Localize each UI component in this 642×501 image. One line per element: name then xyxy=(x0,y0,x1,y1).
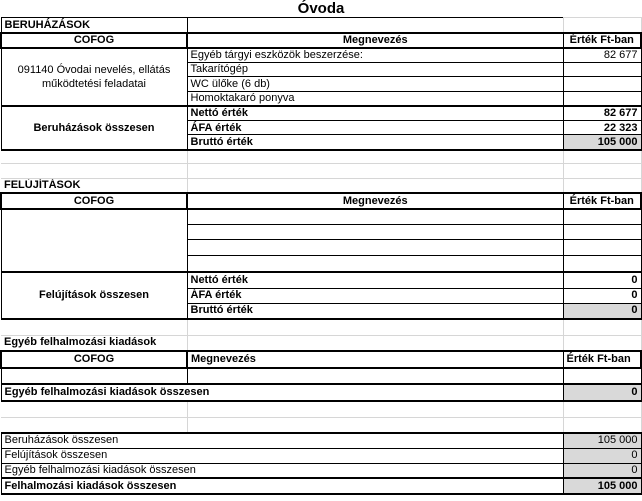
empty-cell xyxy=(563,239,642,256)
summary-grand-value: 105 000 xyxy=(563,477,642,496)
s1-item-name: Egyéb tárgyi eszközök beszerzése: xyxy=(187,47,564,64)
s1-total-group-label: Beruházások összesen xyxy=(0,104,188,151)
s2-gross-value: 0 xyxy=(563,303,642,321)
s1-header-cofog: COFOG xyxy=(0,31,188,49)
summary-grand-label: Felhalmozási kiadások összesen xyxy=(0,477,564,496)
empty-cell xyxy=(563,255,642,273)
s1-item-name: WC ülőke (6 db) xyxy=(187,76,564,93)
s1-item-name: Takarítógép xyxy=(187,62,564,78)
empty-cell xyxy=(563,401,642,418)
empty-cell xyxy=(187,255,564,273)
empty-cell xyxy=(187,368,564,385)
s3-total-value: 0 xyxy=(563,383,642,403)
s1-item-value: 82 677 xyxy=(563,47,642,64)
empty-cell xyxy=(563,178,642,194)
summary-row-value: 105 000 xyxy=(563,432,642,449)
s1-header-megnevezes: Megnevezés xyxy=(187,31,564,49)
section1-label: BERUHÁZÁSOK xyxy=(0,17,188,33)
empty-cell xyxy=(563,319,642,336)
empty-cell xyxy=(1,163,188,180)
empty-cell xyxy=(563,163,642,180)
empty-cell xyxy=(187,209,564,225)
s1-vat-value: 22 323 xyxy=(563,120,642,136)
s3-header-megnevezes: Megnevezés xyxy=(187,350,564,370)
empty-cell xyxy=(1,149,188,165)
empty-cell xyxy=(187,417,564,434)
empty-cell xyxy=(563,417,642,434)
s2-header-ertek: Érték Ft-ban xyxy=(563,192,642,211)
s2-net-label: Nettó érték xyxy=(187,271,564,289)
s1-item-value xyxy=(563,62,642,78)
s2-vat-label: ÁFA érték xyxy=(187,288,564,304)
empty-cell xyxy=(187,224,564,240)
s1-cofog-code-cell: 091140 Óvodai nevelés, ellátás működteté… xyxy=(0,47,188,107)
empty-cell xyxy=(1,319,188,336)
s1-net-value: 82 677 xyxy=(563,104,642,122)
s2-header-megnevezes: Megnevezés xyxy=(187,192,564,211)
s3-header-ertek: Érték Ft-ban xyxy=(563,350,642,370)
s2-total-group-label: Felújítások összesen xyxy=(0,271,188,321)
summary-row-label: Beruházások összesen xyxy=(0,432,564,449)
s1-item-value xyxy=(563,76,642,93)
s1-item-value xyxy=(563,91,642,107)
s1-header-ertek: Érték Ft-ban xyxy=(563,31,642,49)
empty-cell xyxy=(187,178,564,194)
empty-cell xyxy=(563,149,642,165)
empty-cell xyxy=(563,335,642,352)
summary-row-label: Felújítások összesen xyxy=(0,448,564,464)
empty-cell xyxy=(563,209,642,225)
empty-cell xyxy=(563,224,642,240)
page-title: Óvoda xyxy=(297,0,345,17)
summary-row-value: 0 xyxy=(563,448,642,464)
s2-header-cofog: COFOG xyxy=(0,192,188,211)
s1-gross-value: 105 000 xyxy=(563,134,642,151)
empty-cell xyxy=(187,335,564,352)
s1-item-name: Homoktakaró ponyva xyxy=(187,91,564,107)
summary-row-value: 0 xyxy=(563,463,642,479)
empty-cell xyxy=(0,368,188,385)
empty-cell xyxy=(563,17,642,33)
s3-header-cofog: COFOG xyxy=(0,350,188,370)
empty-cell xyxy=(187,149,564,165)
empty-cell xyxy=(187,17,564,33)
s1-net-label: Nettó érték xyxy=(187,104,564,122)
empty-cell xyxy=(187,319,564,336)
section3-label: Egyéb felhalmozási kiadások xyxy=(1,335,188,352)
empty-cell xyxy=(1,417,188,434)
s3-total-label: Egyéb felhalmozási kiadások összesen xyxy=(0,383,564,403)
s2-net-value: 0 xyxy=(563,271,642,289)
s1-gross-label: Bruttó érték xyxy=(187,134,564,151)
s2-cofog-code-cell xyxy=(0,209,188,273)
summary-row-label: Egyéb felhalmozási kiadások összesen xyxy=(0,463,564,479)
empty-cell xyxy=(563,368,642,385)
s1-vat-label: ÁFA érték xyxy=(187,120,564,136)
empty-cell xyxy=(187,163,564,180)
s2-gross-label: Bruttó érték xyxy=(187,303,564,321)
empty-cell xyxy=(1,401,188,418)
section2-label: FELÚJÍTÁSOK xyxy=(1,178,188,194)
empty-cell xyxy=(187,239,564,256)
empty-cell xyxy=(187,401,564,418)
s2-vat-value: 0 xyxy=(563,288,642,304)
